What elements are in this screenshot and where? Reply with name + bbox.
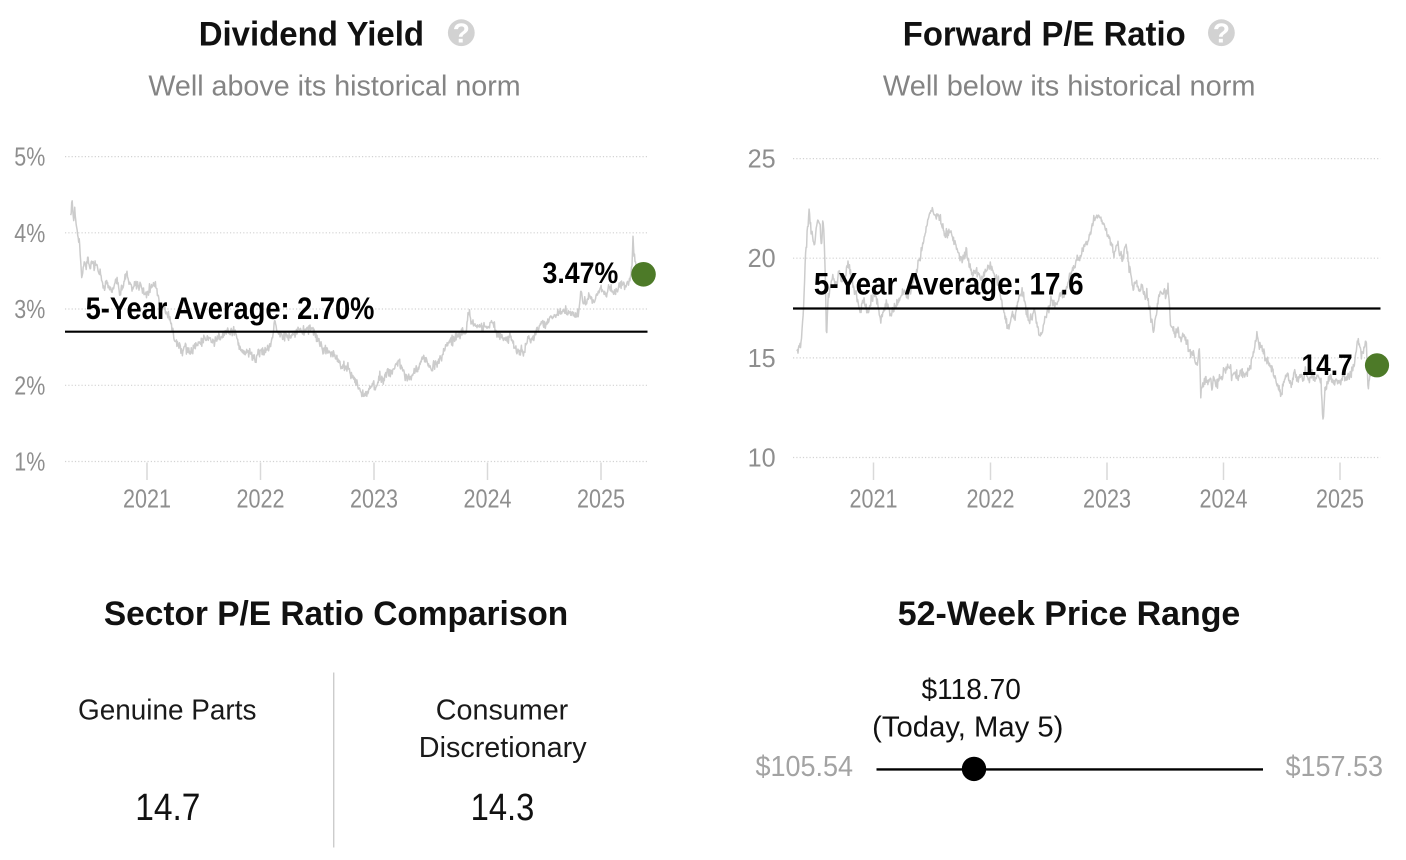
svg-text:Discretionary: Discretionary: [419, 732, 587, 764]
svg-text:2%: 2%: [14, 370, 45, 400]
svg-text:Consumer: Consumer: [436, 695, 569, 727]
svg-text:Well below its historical norm: Well below its historical norm: [883, 71, 1256, 103]
svg-text:?: ?: [1213, 18, 1230, 49]
svg-text:$105.54: $105.54: [756, 751, 854, 783]
svg-text:3%: 3%: [14, 294, 45, 324]
svg-text:?: ?: [453, 18, 470, 49]
svg-text:14.7: 14.7: [1302, 349, 1353, 382]
svg-text:5-Year Average: 2.70%: 5-Year Average: 2.70%: [86, 290, 375, 326]
svg-text:2023: 2023: [1083, 484, 1131, 514]
svg-text:10: 10: [748, 443, 776, 473]
svg-text:Dividend Yield: Dividend Yield: [199, 15, 424, 53]
svg-text:2024: 2024: [1200, 484, 1248, 514]
svg-text:$118.70: $118.70: [922, 674, 1021, 706]
svg-text:5%: 5%: [14, 142, 45, 172]
svg-text:2023: 2023: [350, 484, 398, 514]
svg-text:1%: 1%: [14, 447, 45, 477]
svg-text:2024: 2024: [464, 484, 512, 514]
svg-text:2022: 2022: [237, 484, 285, 514]
svg-text:2022: 2022: [967, 484, 1015, 514]
svg-text:2025: 2025: [1316, 484, 1364, 514]
svg-text:52-Week Price Range: 52-Week Price Range: [898, 595, 1241, 633]
svg-text:3.47%: 3.47%: [543, 257, 619, 290]
svg-text:2021: 2021: [850, 484, 898, 514]
svg-text:Sector P/E Ratio Comparison: Sector P/E Ratio Comparison: [104, 595, 568, 633]
svg-text:15: 15: [748, 343, 776, 373]
svg-text:Genuine Parts: Genuine Parts: [78, 695, 256, 727]
svg-text:(Today, May 5): (Today, May 5): [872, 712, 1063, 744]
svg-text:$157.53: $157.53: [1286, 751, 1384, 783]
svg-text:2025: 2025: [577, 484, 625, 514]
svg-text:Well above its historical norm: Well above its historical norm: [148, 71, 520, 103]
svg-text:5-Year Average: 17.6: 5-Year Average: 17.6: [814, 266, 1084, 302]
svg-text:14.7: 14.7: [135, 787, 200, 829]
svg-text:2021: 2021: [123, 484, 171, 514]
svg-text:20: 20: [748, 243, 776, 273]
svg-text:14.3: 14.3: [471, 787, 535, 829]
svg-text:25: 25: [748, 144, 776, 174]
svg-text:4%: 4%: [14, 218, 45, 248]
svg-text:Forward P/E Ratio: Forward P/E Ratio: [903, 15, 1186, 53]
